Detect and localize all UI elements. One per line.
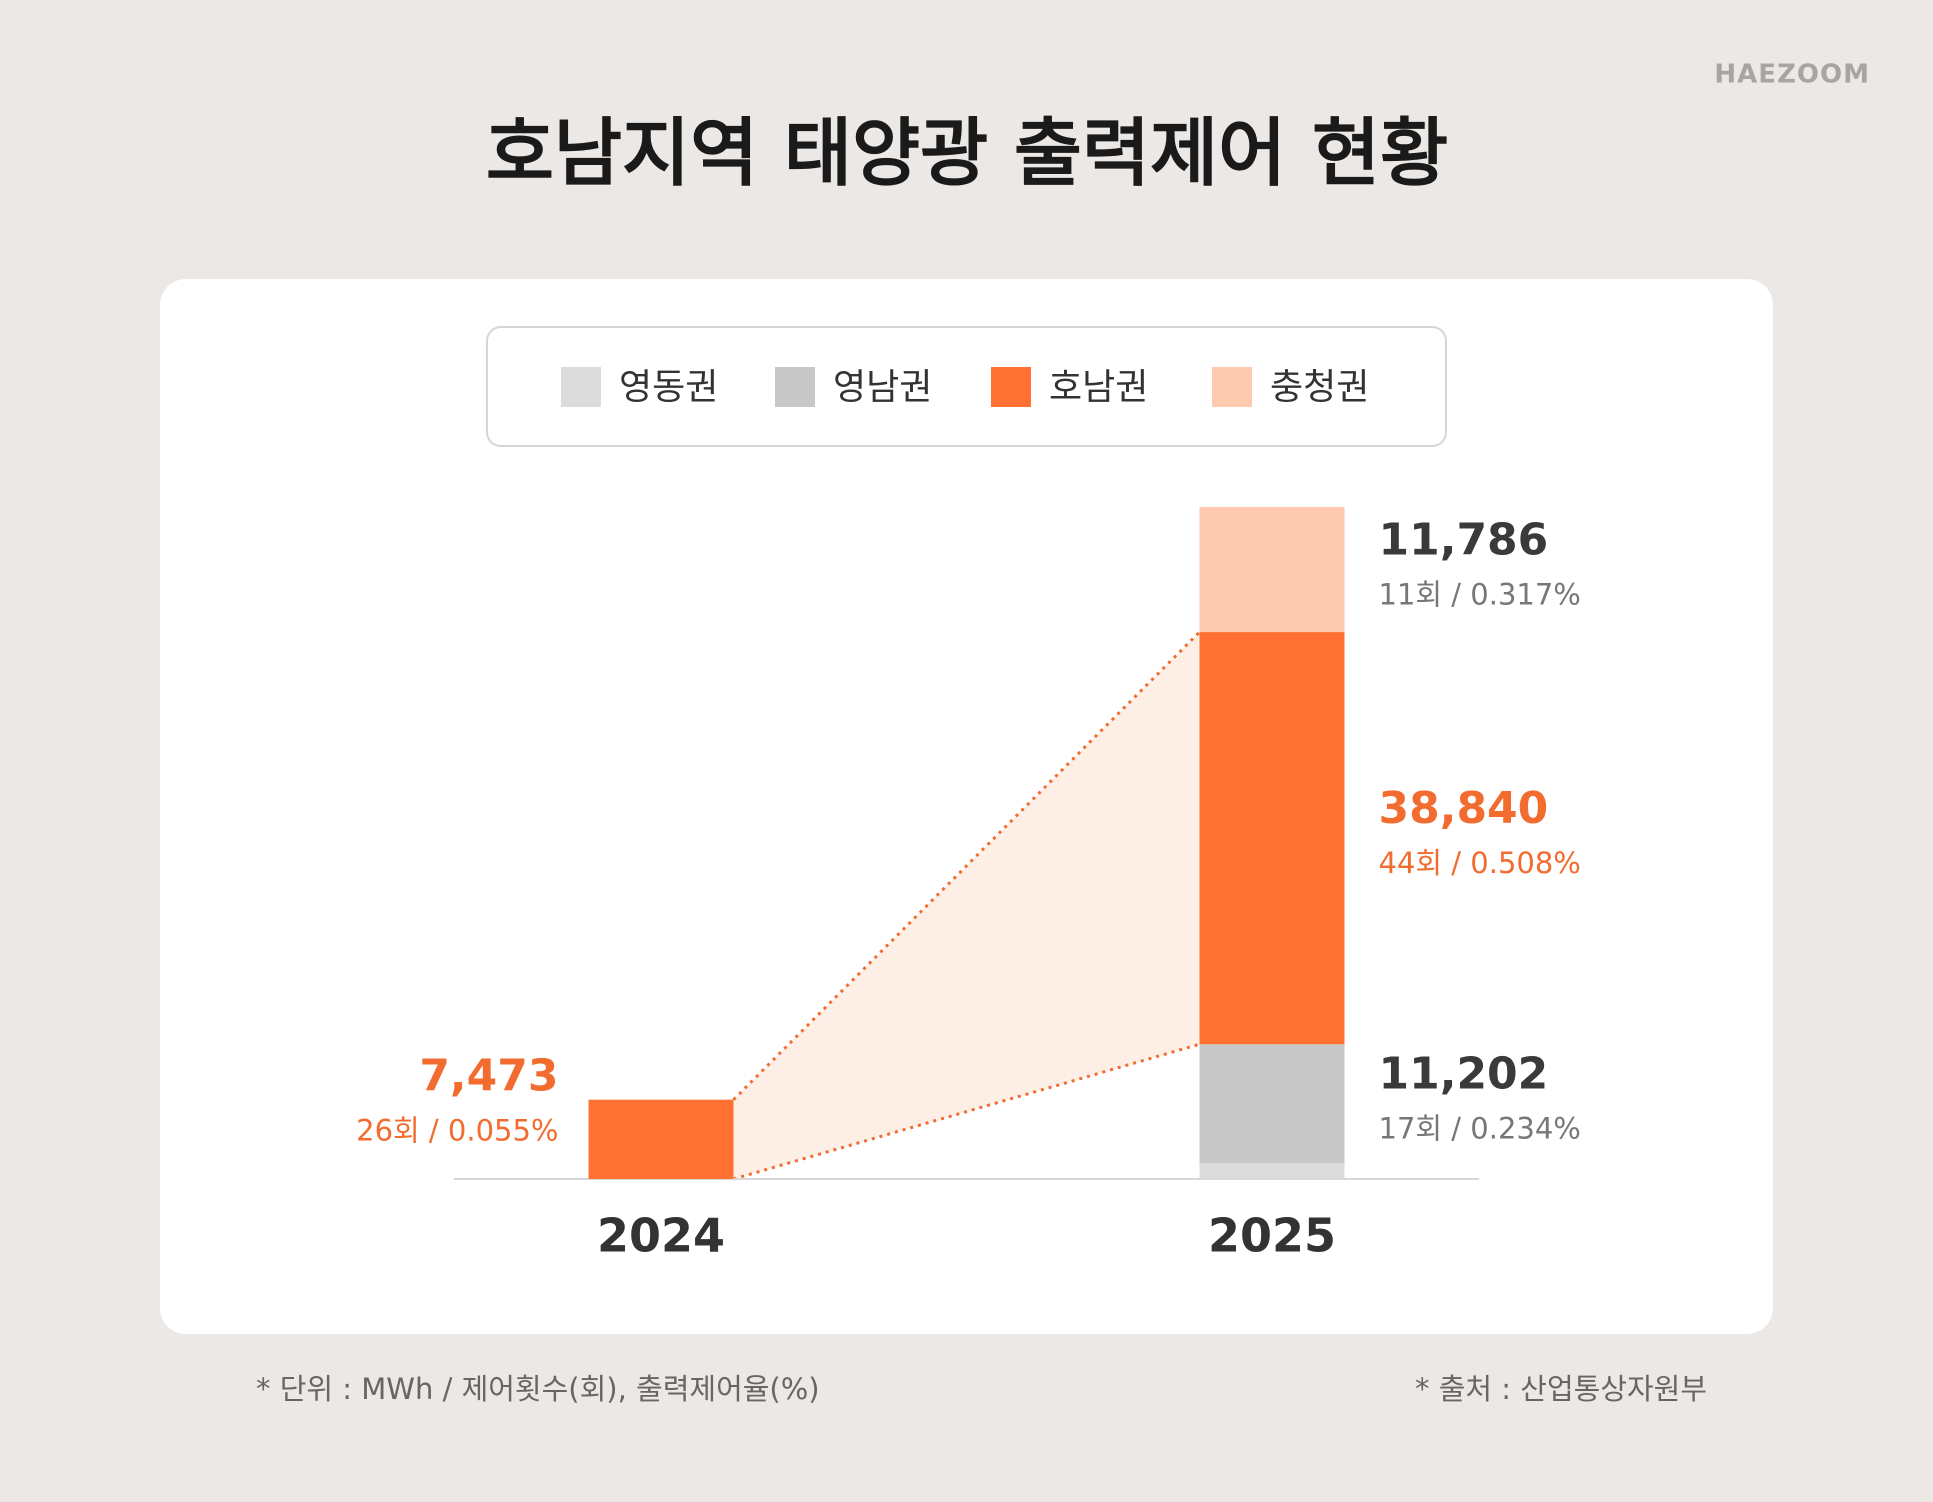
connector-line [732, 631, 1201, 1101]
legend-swatch [991, 367, 1031, 407]
legend-label: 충청권 [1270, 367, 1369, 408]
detail-label: 11회 / 0.317% [1379, 578, 1581, 612]
detail-label: 17회 / 0.234% [1379, 1112, 1581, 1146]
legend-swatch [1212, 367, 1252, 407]
detail-label: 26회 / 0.055% [356, 1114, 558, 1148]
footnote: * 출처 : 산업통상자원부 [1415, 1372, 1707, 1406]
bar-segment [588, 1099, 734, 1179]
brand: HAEZOOM [1714, 60, 1870, 90]
legend-label: 영남권 [833, 367, 932, 408]
card [160, 279, 1773, 1334]
bar-segment [1199, 1044, 1345, 1164]
legend-box [486, 326, 1447, 447]
detail-label: 44회 / 0.508% [1379, 846, 1581, 880]
connector-area [733, 632, 1200, 1179]
connector-line [733, 1042, 1200, 1181]
legend-label: 영동권 [619, 367, 718, 408]
value-label: 38,840 [1379, 783, 1549, 834]
x-tick-label: 2024 [597, 1209, 725, 1263]
chart-title: 호남지역 태양광 출력제어 현황 [486, 111, 1448, 197]
legend-swatch [561, 367, 601, 407]
bar-segment [1199, 507, 1345, 633]
legend-swatch [775, 367, 815, 407]
footnote: * 단위 : MWh / 제어횟수(회), 출력제어율(%) [256, 1372, 820, 1406]
bar-segment [1199, 1163, 1345, 1179]
legend-label: 호남권 [1049, 367, 1148, 408]
bar-segment [1199, 632, 1345, 1045]
value-label: 7,473 [419, 1051, 558, 1102]
value-label: 11,202 [1379, 1049, 1549, 1100]
x-tick-label: 2025 [1208, 1209, 1336, 1263]
value-label: 11,786 [1379, 515, 1549, 566]
